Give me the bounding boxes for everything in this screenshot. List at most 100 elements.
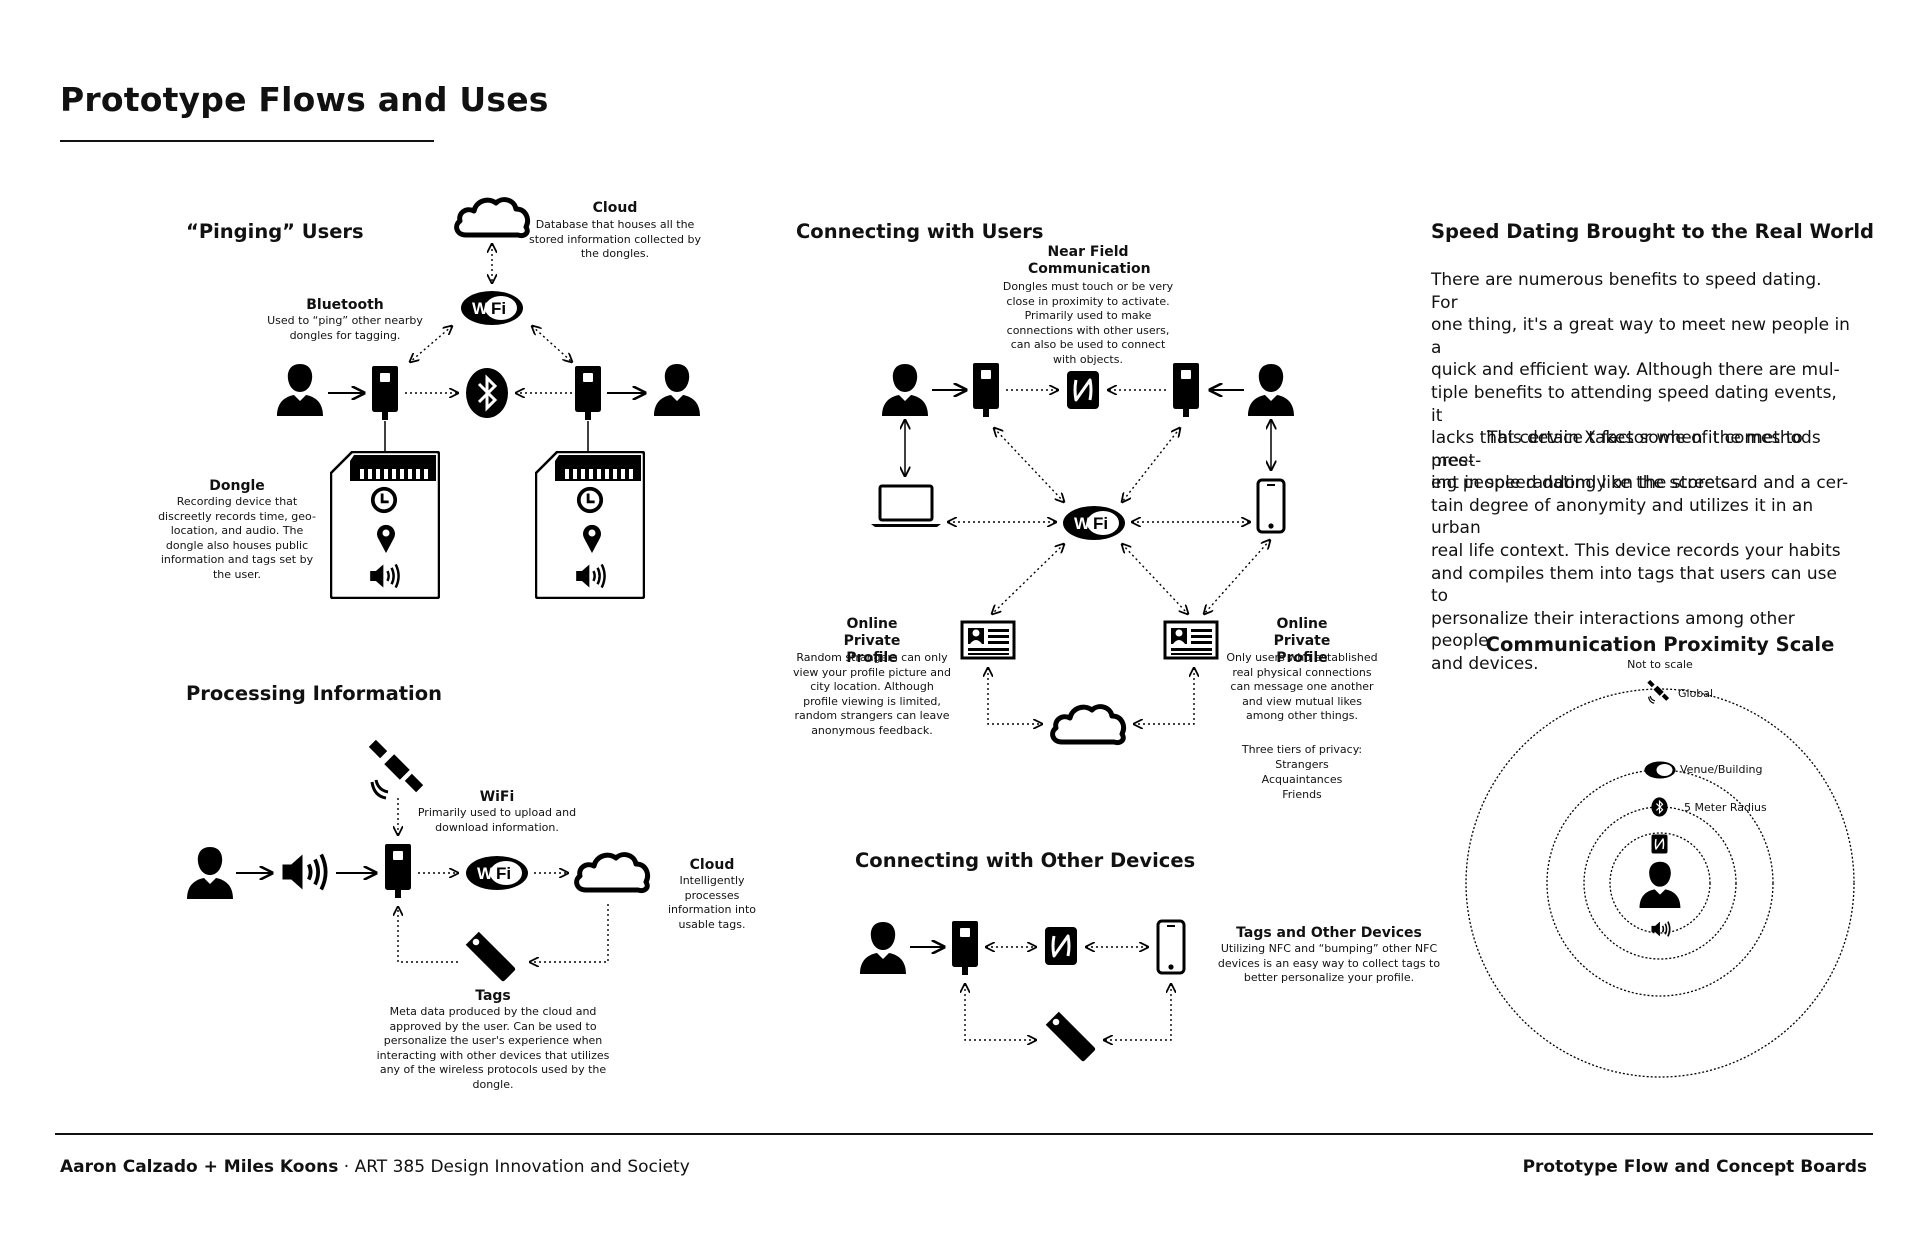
connecting-users-heading: Connecting with Users: [796, 220, 1044, 243]
connecting-users-diagram: Wi Fi: [870, 363, 1294, 743]
paragraph-line: tiple benefits to attending speed dating…: [1431, 382, 1837, 426]
person-icon: [882, 364, 928, 416]
cloud-icon: [577, 855, 648, 891]
global-label: Global: [1678, 687, 1714, 700]
wifi-text-fi: Fi: [491, 299, 506, 318]
footer-authors: Aaron Calzado + Miles Koons: [60, 1157, 339, 1177]
profile-card-icon: [960, 620, 1016, 660]
audio-icon: [280, 852, 328, 892]
footer-title: Prototype Flow and Concept Boards: [1522, 1157, 1867, 1177]
footer-course: ART 385 Design Innovation and Society: [354, 1157, 690, 1177]
wifi-text-wi: Wi: [472, 299, 493, 318]
paragraph-line: and devices.: [1431, 653, 1539, 674]
pinging-heading: “Pinging” Users: [186, 220, 364, 243]
nfc-desc: Dongles must touch or be very close in p…: [1002, 280, 1174, 366]
nfc-ring: [1609, 832, 1711, 934]
cloud-icon: [1053, 707, 1124, 743]
proximity-heading: Communication Proximity Scale: [1485, 633, 1835, 656]
paragraph-line: tain degree of anonymity and utilizes it…: [1431, 495, 1814, 539]
svg-text:Wi: Wi: [477, 864, 498, 883]
smartphone-icon: [1156, 919, 1186, 975]
paragraph-line: This device takes some of the methods pr…: [1431, 428, 1821, 471]
devices-tags-desc: Utilizing NFC and “bumping” other NFC de…: [1217, 942, 1441, 984]
svg-text:Wi: Wi: [1074, 514, 1095, 533]
svg-text:Fi: Fi: [496, 864, 511, 883]
privacy-tier: Acquaintances: [1261, 773, 1343, 786]
paragraph-line: lacks that certain X factor when it come…: [1431, 428, 1803, 471]
privacy-title: Three tiers of privacy:: [1241, 743, 1363, 756]
dongle-icon: [973, 363, 999, 417]
dongle-icon: [952, 921, 978, 975]
bluetooth-icon: [1651, 797, 1668, 817]
right-profile-title: Online Private Profile: [1273, 616, 1331, 666]
person-icon: [187, 847, 233, 899]
satellite-icon: [1647, 680, 1670, 704]
tag-icon: [465, 931, 516, 982]
paragraph-line: and compiles them into tags that users c…: [1431, 563, 1837, 607]
nfc-icon: [1066, 370, 1100, 410]
person-icon: [654, 364, 700, 416]
wifi-icon: [1644, 761, 1676, 779]
speed-dating-paragraph-2: This device takes some of the methods pr…: [1431, 427, 1851, 676]
processing-wifi-desc: Primarily used to upload and download in…: [417, 806, 577, 834]
paragraph-line: ent in speed dating like the score card …: [1431, 473, 1849, 494]
pinging-bluetooth-desc: Used to “ping” other nearby dongles for …: [267, 314, 423, 342]
privacy-tier: Friends: [1282, 788, 1322, 801]
paragraph-line: ing people randomly on the streets.: [1431, 473, 1736, 494]
proximity-scale: [1465, 680, 1855, 1078]
sd-card-icon: [535, 451, 645, 599]
paragraph-line: real life context. This device records y…: [1431, 540, 1841, 561]
processing-tags-desc: Meta data produced by the cloud and appr…: [376, 1005, 610, 1091]
left-profile-desc: Random strangers can only view your prof…: [793, 651, 951, 737]
footer-separator: ·: [343, 1157, 350, 1177]
pinging-bluetooth-title: Bluetooth: [306, 297, 384, 313]
paragraph-line: quick and efficient way. Although there …: [1431, 360, 1840, 381]
privacy-tier: Strangers: [1275, 758, 1329, 771]
bluetooth-icon: [465, 367, 509, 419]
dongle-icon: [372, 366, 398, 420]
footer-rule: [55, 1133, 1873, 1135]
processing-wifi-title: WiFi: [479, 789, 515, 805]
paragraph-line: There are numerous benefits to speed dat…: [1431, 270, 1822, 313]
speed-dating-heading: Speed Dating Brought to the Real World: [1431, 220, 1874, 243]
page-title: Prototype Flows and Uses: [60, 80, 549, 119]
tag-icon: [1045, 1011, 1096, 1062]
venue-label: Venue/Building: [1680, 763, 1763, 776]
connecting-devices-heading: Connecting with Other Devices: [855, 849, 1196, 872]
laptop-icon: [870, 484, 942, 528]
svg-text:Fi: Fi: [1093, 514, 1108, 533]
title-rule: [60, 140, 434, 142]
pinging-cloud-title: Cloud: [592, 200, 638, 216]
processing-cloud-title: Cloud: [689, 857, 735, 873]
person-icon: [1248, 364, 1294, 416]
paragraph-line: personalize their interactions among oth…: [1431, 608, 1795, 652]
processing-tags-title: Tags: [475, 988, 511, 1004]
nfc-icon: [1651, 834, 1668, 854]
devices-tags-title: Tags and Other Devices: [1236, 925, 1422, 941]
dongle-icon: [1173, 363, 1199, 417]
connecting-devices-diagram: [860, 919, 1186, 1062]
paragraph-line: one thing, it's a great way to meet new …: [1431, 315, 1850, 358]
pinging-dongle-desc: Recording device that discreetly records…: [158, 495, 316, 581]
nfc-title: Near Field Communication: [1028, 244, 1151, 277]
right-profile-desc: Only users who established real physical…: [1226, 651, 1378, 722]
profile-card-icon: [1163, 620, 1219, 660]
proximity-subheading: Not to scale: [1627, 658, 1693, 671]
processing-cloud-desc: Intelligently processes information into…: [667, 874, 757, 931]
five-meter-label: 5 Meter Radius: [1684, 801, 1767, 814]
pinging-diagram: Wi Fi: [277, 200, 700, 599]
nfc-icon: [1044, 926, 1078, 966]
dongle-icon: [575, 366, 601, 420]
pinging-dongle-title: Dongle: [209, 478, 265, 494]
audio-icon: [1650, 920, 1671, 938]
person-icon: [277, 364, 323, 416]
smartphone-icon: [1256, 478, 1286, 534]
processing-diagram: Wi Fi: [187, 740, 648, 982]
speed-dating-paragraph-1: There are numerous benefits to speed dat…: [1431, 269, 1851, 495]
left-profile-title: Online Private Profile: [843, 616, 901, 666]
person-icon: [860, 922, 906, 974]
dongle-icon: [385, 844, 411, 898]
footer-credits: Aaron Calzado + Miles Koons · ART 385 De…: [60, 1157, 690, 1177]
processing-heading: Processing Information: [186, 682, 443, 705]
